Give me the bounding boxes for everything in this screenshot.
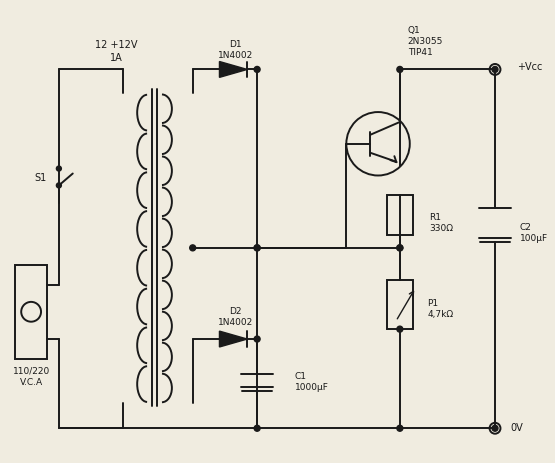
Circle shape: [254, 245, 260, 251]
Text: D1
1N4002: D1 1N4002: [218, 39, 253, 60]
Circle shape: [397, 425, 403, 431]
Text: 0V: 0V: [511, 423, 523, 433]
Circle shape: [492, 67, 498, 72]
Text: P1
4,7kΩ: P1 4,7kΩ: [427, 299, 454, 319]
Circle shape: [254, 336, 260, 342]
Text: S1: S1: [35, 174, 47, 183]
Text: Q1
2N3055
TIP41: Q1 2N3055 TIP41: [408, 26, 443, 57]
Text: +Vcc: +Vcc: [517, 63, 542, 72]
Circle shape: [190, 245, 196, 251]
Circle shape: [254, 245, 260, 251]
Circle shape: [397, 326, 403, 332]
Text: D2
1N4002: D2 1N4002: [218, 307, 253, 327]
Polygon shape: [219, 62, 247, 77]
Circle shape: [397, 245, 403, 251]
Bar: [16, 265, 47, 359]
Circle shape: [397, 245, 403, 251]
Bar: [387, 195, 413, 235]
Circle shape: [57, 183, 62, 188]
Polygon shape: [219, 331, 247, 347]
Circle shape: [254, 425, 260, 431]
Text: R1
330Ω: R1 330Ω: [430, 213, 453, 233]
Text: C1
1000μF: C1 1000μF: [295, 372, 329, 392]
Circle shape: [492, 425, 498, 431]
Text: 110/220
V.C.A: 110/220 V.C.A: [13, 367, 50, 387]
Circle shape: [397, 67, 403, 72]
Circle shape: [254, 67, 260, 72]
Bar: [387, 280, 413, 329]
Text: C2
100μF: C2 100μF: [520, 223, 548, 243]
Circle shape: [57, 166, 62, 171]
Text: 12 +12V
1A: 12 +12V 1A: [95, 40, 138, 63]
